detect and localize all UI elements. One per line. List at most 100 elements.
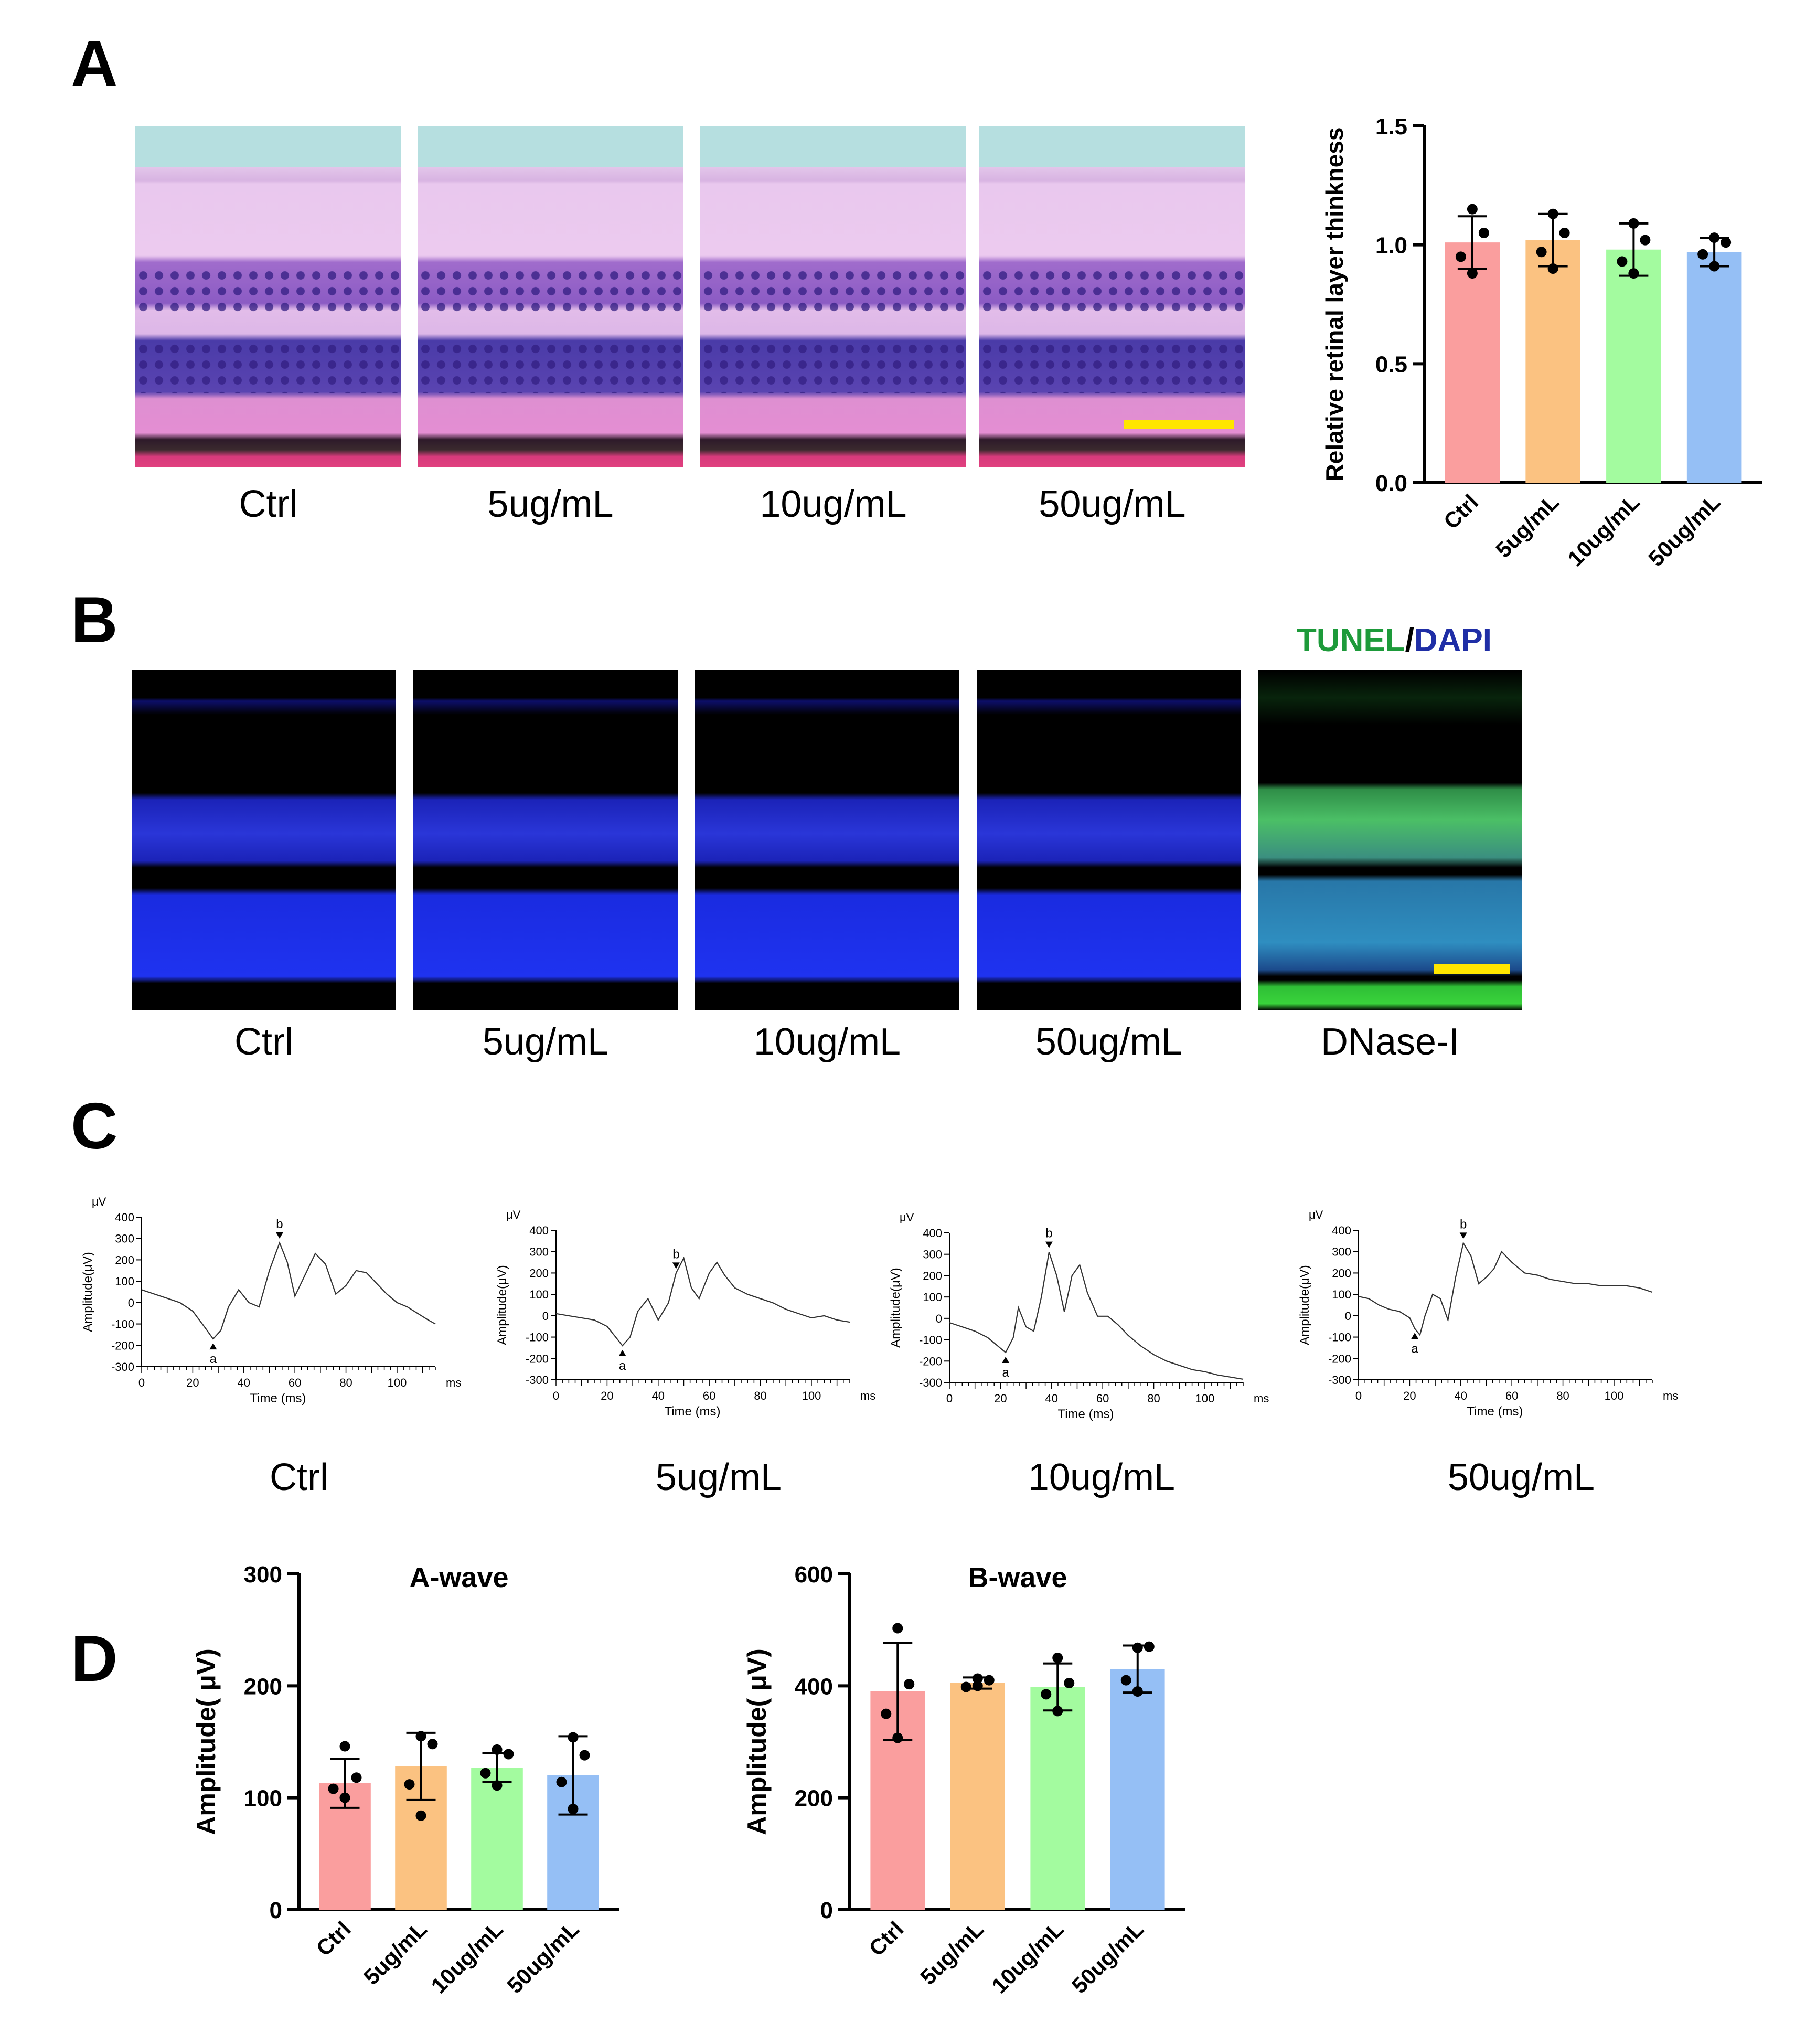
data-point xyxy=(1052,1653,1063,1663)
y-axis-label: Amplitude(μV) xyxy=(495,1265,509,1345)
x-tick-label: 60 xyxy=(289,1376,301,1389)
x-unit-label: ms xyxy=(1254,1392,1269,1405)
panel-letter-a: A xyxy=(71,28,118,100)
x-tick-label: 0 xyxy=(553,1389,559,1402)
tunel-caption-50ug: 50ug/mL xyxy=(1035,1021,1183,1063)
bar xyxy=(1686,252,1742,483)
b-wave-label: b xyxy=(1045,1227,1052,1241)
y-tick-label: -300 xyxy=(919,1376,942,1389)
y-tick-label: 1.5 xyxy=(1375,114,1407,140)
x-tick-label: 40 xyxy=(652,1389,665,1402)
x-tick-label: Ctrl xyxy=(311,1917,355,1961)
y-tick-label: 100 xyxy=(529,1288,549,1301)
erg-caption-ctrl: Ctrl xyxy=(270,1456,328,1498)
data-point xyxy=(904,1679,915,1690)
y-tick-label: 100 xyxy=(923,1291,942,1304)
panel-letter-c: C xyxy=(71,1090,118,1163)
x-tick-label: 0 xyxy=(1355,1389,1362,1402)
x-tick-label: 40 xyxy=(1455,1389,1467,1402)
tunel-caption-5ug: 5ug/mL xyxy=(482,1021,609,1063)
x-axis-label: Time (ms) xyxy=(664,1404,720,1419)
a-wave-marker xyxy=(618,1349,626,1356)
tunel-dapi-legend: TUNEL/DAPI xyxy=(1297,622,1492,659)
data-point xyxy=(1144,1641,1155,1652)
data-point xyxy=(1052,1706,1063,1717)
data-point xyxy=(1547,263,1558,274)
panel-letter-b: B xyxy=(71,584,118,656)
x-tick-label: 20 xyxy=(994,1392,1007,1405)
x-axis-label: Time (ms) xyxy=(1057,1407,1114,1421)
data-point xyxy=(404,1779,415,1790)
data-point xyxy=(1132,1686,1143,1697)
data-point xyxy=(1478,228,1489,238)
x-tick-label: 100 xyxy=(1195,1392,1215,1405)
bar xyxy=(1030,1687,1085,1910)
x-tick-label: 60 xyxy=(1096,1392,1109,1405)
y-tick-label: 300 xyxy=(1332,1245,1351,1259)
data-point xyxy=(1467,204,1478,215)
y-tick-label: 400 xyxy=(923,1227,942,1240)
x-tick-label: 100 xyxy=(388,1376,407,1389)
x-unit-label: ms xyxy=(446,1376,461,1389)
x-tick-label: 80 xyxy=(754,1389,766,1402)
y-axis-label: Amplitude(μV) xyxy=(889,1268,903,1348)
data-point xyxy=(960,1681,971,1692)
erg-trace-10ug: μV 400 300 200 100 0 -100 -200 -300 0 20 40 60 80 100 m… xyxy=(889,1211,1269,1421)
y-tick-label: 400 xyxy=(1332,1224,1351,1237)
x-tick-label: 10ug/mL xyxy=(987,1917,1068,1998)
y-tick-label: -300 xyxy=(1328,1374,1351,1387)
b-wave-marker xyxy=(275,1232,283,1239)
erg-trace-ctrl: μV 400 300 200 100 0 -100 -200 -300 0 20 40 60 80 100 m… xyxy=(81,1195,461,1406)
y-tick-label: 100 xyxy=(115,1275,134,1288)
legend-tunel: TUNEL xyxy=(1297,622,1405,658)
x-tick-label: 10ug/mL xyxy=(1563,489,1644,571)
y-tick-label: -100 xyxy=(919,1334,942,1347)
y-tick-label: 300 xyxy=(115,1232,134,1245)
x-unit-label: ms xyxy=(1663,1389,1678,1402)
chart-title: A-wave xyxy=(409,1562,508,1593)
data-point xyxy=(1120,1675,1131,1686)
legend-dapi: DAPI xyxy=(1414,622,1492,658)
y-tick-label: 300 xyxy=(244,1562,282,1588)
y-tick-label: -100 xyxy=(111,1318,134,1331)
data-point xyxy=(892,1732,903,1743)
tunel-image-50ug xyxy=(977,670,1241,1010)
x-tick-label: 80 xyxy=(1556,1389,1569,1402)
x-tick-label: 20 xyxy=(1403,1389,1416,1402)
scale-bar xyxy=(1434,964,1510,974)
erg-trace-line xyxy=(949,1252,1244,1380)
he-caption-5ug: 5ug/mL xyxy=(487,483,614,525)
x-tick-label: 60 xyxy=(1505,1389,1518,1402)
x-tick-label: 0 xyxy=(946,1392,953,1405)
b-wave-marker xyxy=(1045,1241,1053,1248)
x-tick-label: 5ug/mL xyxy=(1491,489,1564,562)
b-wave-marker xyxy=(1459,1232,1467,1239)
y-axis-label: Amplitude(μV) xyxy=(1298,1265,1312,1345)
a-wave-label: a xyxy=(619,1359,626,1373)
tunel-image-ctrl xyxy=(132,670,396,1010)
b-wave-chart: 0 200 400 600 Amplitude( μV) B-wave Ctrl 5ug/mL… xyxy=(742,1562,1185,1998)
x-tick-label: 50ug/mL xyxy=(1067,1917,1148,1998)
y-axis-label: Amplitude( μV) xyxy=(742,1648,772,1835)
data-point xyxy=(1536,247,1547,258)
data-point xyxy=(556,1776,567,1787)
data-point xyxy=(492,1780,503,1791)
panel-letter-d: D xyxy=(71,1623,118,1695)
data-point xyxy=(1455,251,1466,262)
x-tick-label: 50ug/mL xyxy=(1643,489,1725,571)
data-point xyxy=(351,1772,362,1783)
data-point xyxy=(568,1732,579,1743)
chart-title: B-wave xyxy=(968,1562,1067,1593)
a-wave-label: a xyxy=(210,1352,217,1366)
scale-bar xyxy=(1124,420,1234,429)
bar xyxy=(1606,249,1661,483)
data-point xyxy=(492,1744,503,1755)
data-point xyxy=(427,1739,438,1750)
y-tick-label: 200 xyxy=(1332,1266,1351,1280)
data-point xyxy=(415,1810,426,1821)
y-tick-label: 1.0 xyxy=(1375,233,1407,259)
y-tick-label: -200 xyxy=(111,1339,134,1352)
b-wave-marker xyxy=(672,1262,680,1269)
y-tick-label: -300 xyxy=(111,1360,134,1374)
y-axis-label: Amplitude( μV) xyxy=(191,1648,221,1835)
